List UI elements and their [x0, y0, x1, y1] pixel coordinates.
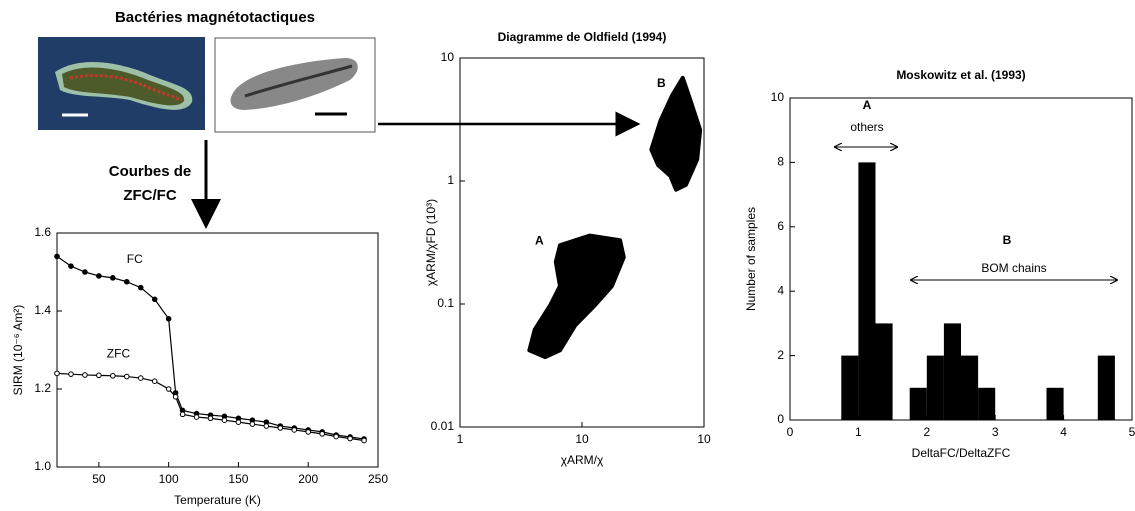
bar	[978, 387, 996, 420]
data-point	[291, 427, 298, 433]
annotation: others	[850, 120, 883, 134]
series-line	[56, 372, 365, 442]
data-point	[137, 284, 144, 291]
data-point	[123, 278, 130, 285]
data-point	[82, 372, 88, 378]
data-point	[305, 429, 312, 435]
x-tick-label: 50	[92, 472, 106, 486]
x-tick-label: 4	[1060, 425, 1067, 439]
region-label: A	[535, 234, 544, 248]
y-tick-label: 1.0	[34, 459, 51, 473]
data-point	[207, 415, 214, 422]
y-axis-label: χARM/χFD (10³)	[424, 199, 438, 286]
data-point	[263, 423, 270, 429]
y-tick-label: 6	[777, 219, 784, 233]
data-point	[235, 419, 242, 425]
y-tick-label: 2	[777, 348, 784, 362]
bar	[1046, 387, 1064, 420]
region	[649, 75, 703, 192]
data-point	[68, 263, 74, 269]
y-tick-label: 10	[441, 50, 455, 64]
y-tick-label: 10	[771, 90, 785, 104]
annotation: BOM chains	[981, 261, 1046, 275]
data-point	[277, 425, 284, 431]
data-point	[82, 269, 88, 275]
data-point	[137, 375, 144, 381]
data-point	[165, 386, 172, 392]
y-tick-label: 1	[447, 173, 454, 187]
data-point	[96, 273, 102, 279]
y-tick-label: 1.6	[34, 225, 51, 239]
chart-title: Diagramme de Oldfield (1994)	[498, 30, 667, 44]
data-point	[361, 437, 367, 444]
x-axis-label: Temperature (K)	[174, 493, 261, 507]
photo-left	[38, 37, 205, 130]
y-tick-label: 0.1	[437, 296, 454, 310]
photo-right	[214, 37, 376, 133]
data-point	[96, 372, 102, 379]
bar	[1097, 355, 1115, 420]
x-tick-label: 10	[697, 432, 711, 446]
plot-frame	[56, 232, 379, 468]
x-tick-label: 1	[855, 425, 862, 439]
x-tick-label: 2	[923, 425, 930, 439]
x-tick-label: 10	[575, 432, 589, 446]
y-axis-label: Number of samples	[744, 207, 758, 311]
data-point	[249, 421, 256, 427]
bar	[875, 323, 893, 420]
x-tick-label: 150	[228, 472, 248, 486]
y-tick-label: 1.2	[34, 381, 51, 395]
y-tick-label: 4	[777, 283, 784, 297]
data-point	[165, 316, 172, 322]
annotation: A	[863, 98, 872, 112]
x-tick-label: 200	[298, 472, 318, 486]
y-tick-label: 0	[777, 412, 784, 426]
data-point	[347, 435, 353, 442]
bar	[841, 355, 859, 420]
x-axis-label: χARM/χ	[561, 453, 604, 467]
data-point	[221, 417, 228, 424]
data-point	[151, 296, 158, 303]
x-tick-label: 250	[368, 472, 388, 486]
region-label: B	[657, 76, 666, 90]
data-point	[151, 378, 158, 385]
region	[527, 233, 626, 360]
bar	[943, 323, 961, 420]
x-tick-label: 5	[1129, 425, 1135, 439]
data-point	[333, 433, 339, 440]
y-axis-label: SIRM (10⁻⁶ Am²)	[11, 305, 25, 396]
bar	[909, 387, 927, 420]
bar	[926, 355, 944, 420]
data-point	[110, 372, 116, 379]
x-tick-label: 100	[159, 472, 179, 486]
x-tick-label: 0	[787, 425, 794, 439]
arrow-label: Courbes de	[109, 163, 192, 180]
series-line	[56, 255, 365, 440]
data-point	[110, 275, 116, 281]
bar	[961, 355, 979, 420]
x-tick-label: 1	[457, 432, 464, 446]
data-point	[172, 394, 179, 400]
y-tick-label: 1.4	[34, 303, 51, 317]
y-tick-label: 0.01	[431, 419, 455, 433]
x-tick-label: 3	[992, 425, 999, 439]
bar	[858, 162, 876, 420]
data-point	[68, 371, 74, 377]
heading: Bactéries magnétotactiques	[115, 9, 315, 26]
data-point	[319, 431, 325, 437]
annotation: B	[1003, 233, 1012, 247]
chart-title: Moskowitz et al. (1993)	[896, 68, 1025, 82]
arrow-label: ZFC/FC	[123, 187, 176, 204]
data-point	[193, 414, 200, 420]
data-point	[54, 253, 60, 260]
series-label: FC	[127, 252, 143, 266]
y-tick-label: 8	[777, 155, 784, 169]
series-label: ZFC	[107, 347, 131, 361]
data-point	[123, 373, 130, 380]
data-point	[54, 370, 60, 377]
data-point	[179, 411, 186, 418]
x-axis-label: DeltaFC/DeltaZFC	[912, 446, 1011, 460]
